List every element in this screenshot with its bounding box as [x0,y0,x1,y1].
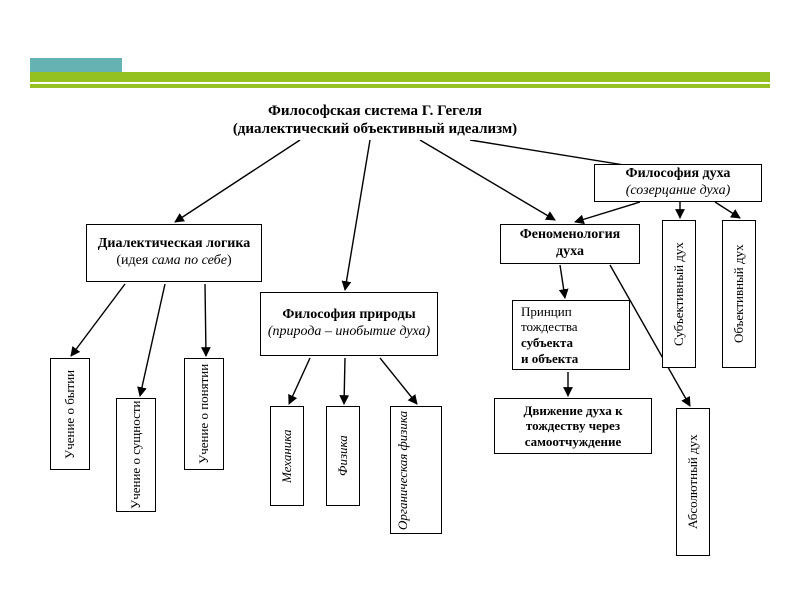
b1-main: Диалектическая логика [98,236,250,253]
node-absolute-spirit: Абсолютный дух [676,408,710,556]
title-line1: Философская система Г. Гегеля [268,102,482,120]
node-uchenie-ponyatie: Учение о понятии [184,358,224,470]
decorative-header-bar [30,58,770,88]
title-line2: (диалектический объективный идеализм) [233,120,517,138]
node-movement-spirit: Движение духа к тождеству через самоотчу… [494,398,652,454]
node-organic-physics: Органическая физика [390,406,442,534]
b2-sub: (природа – инобытие духа) [268,324,430,341]
node-uchenie-sushnost: Учение о сущности [116,398,156,512]
node-principle-identity: Принцип тождества субъекта и объекта [512,300,630,370]
node-subjective-spirit: Субъективный дух [662,220,696,368]
node-physics: Физика [326,406,360,506]
node-philosophy-spirit: Философия духа (созерцание духа) [594,164,762,202]
node-dialectical-logic: Диалектическая логика (идея сама по себе… [86,224,262,282]
b1-sub: (идея сама по себе) [116,253,231,270]
node-objective-spirit: Объективный дух [722,220,756,368]
node-philosophy-nature: Философия природы (природа – инобытие ду… [260,292,438,356]
diagram-title: Философская система Г. Гегеля (диалектич… [225,100,525,140]
node-uchenie-bytie: Учение о бытии [50,358,90,470]
node-mechanics: Механика [270,406,304,506]
b3-sub: (созерцание духа) [626,183,730,200]
b2-main: Философия природы [282,307,415,324]
node-phenomenology: Феноменология духа [500,224,640,264]
b3-main: Философия духа [626,166,731,183]
